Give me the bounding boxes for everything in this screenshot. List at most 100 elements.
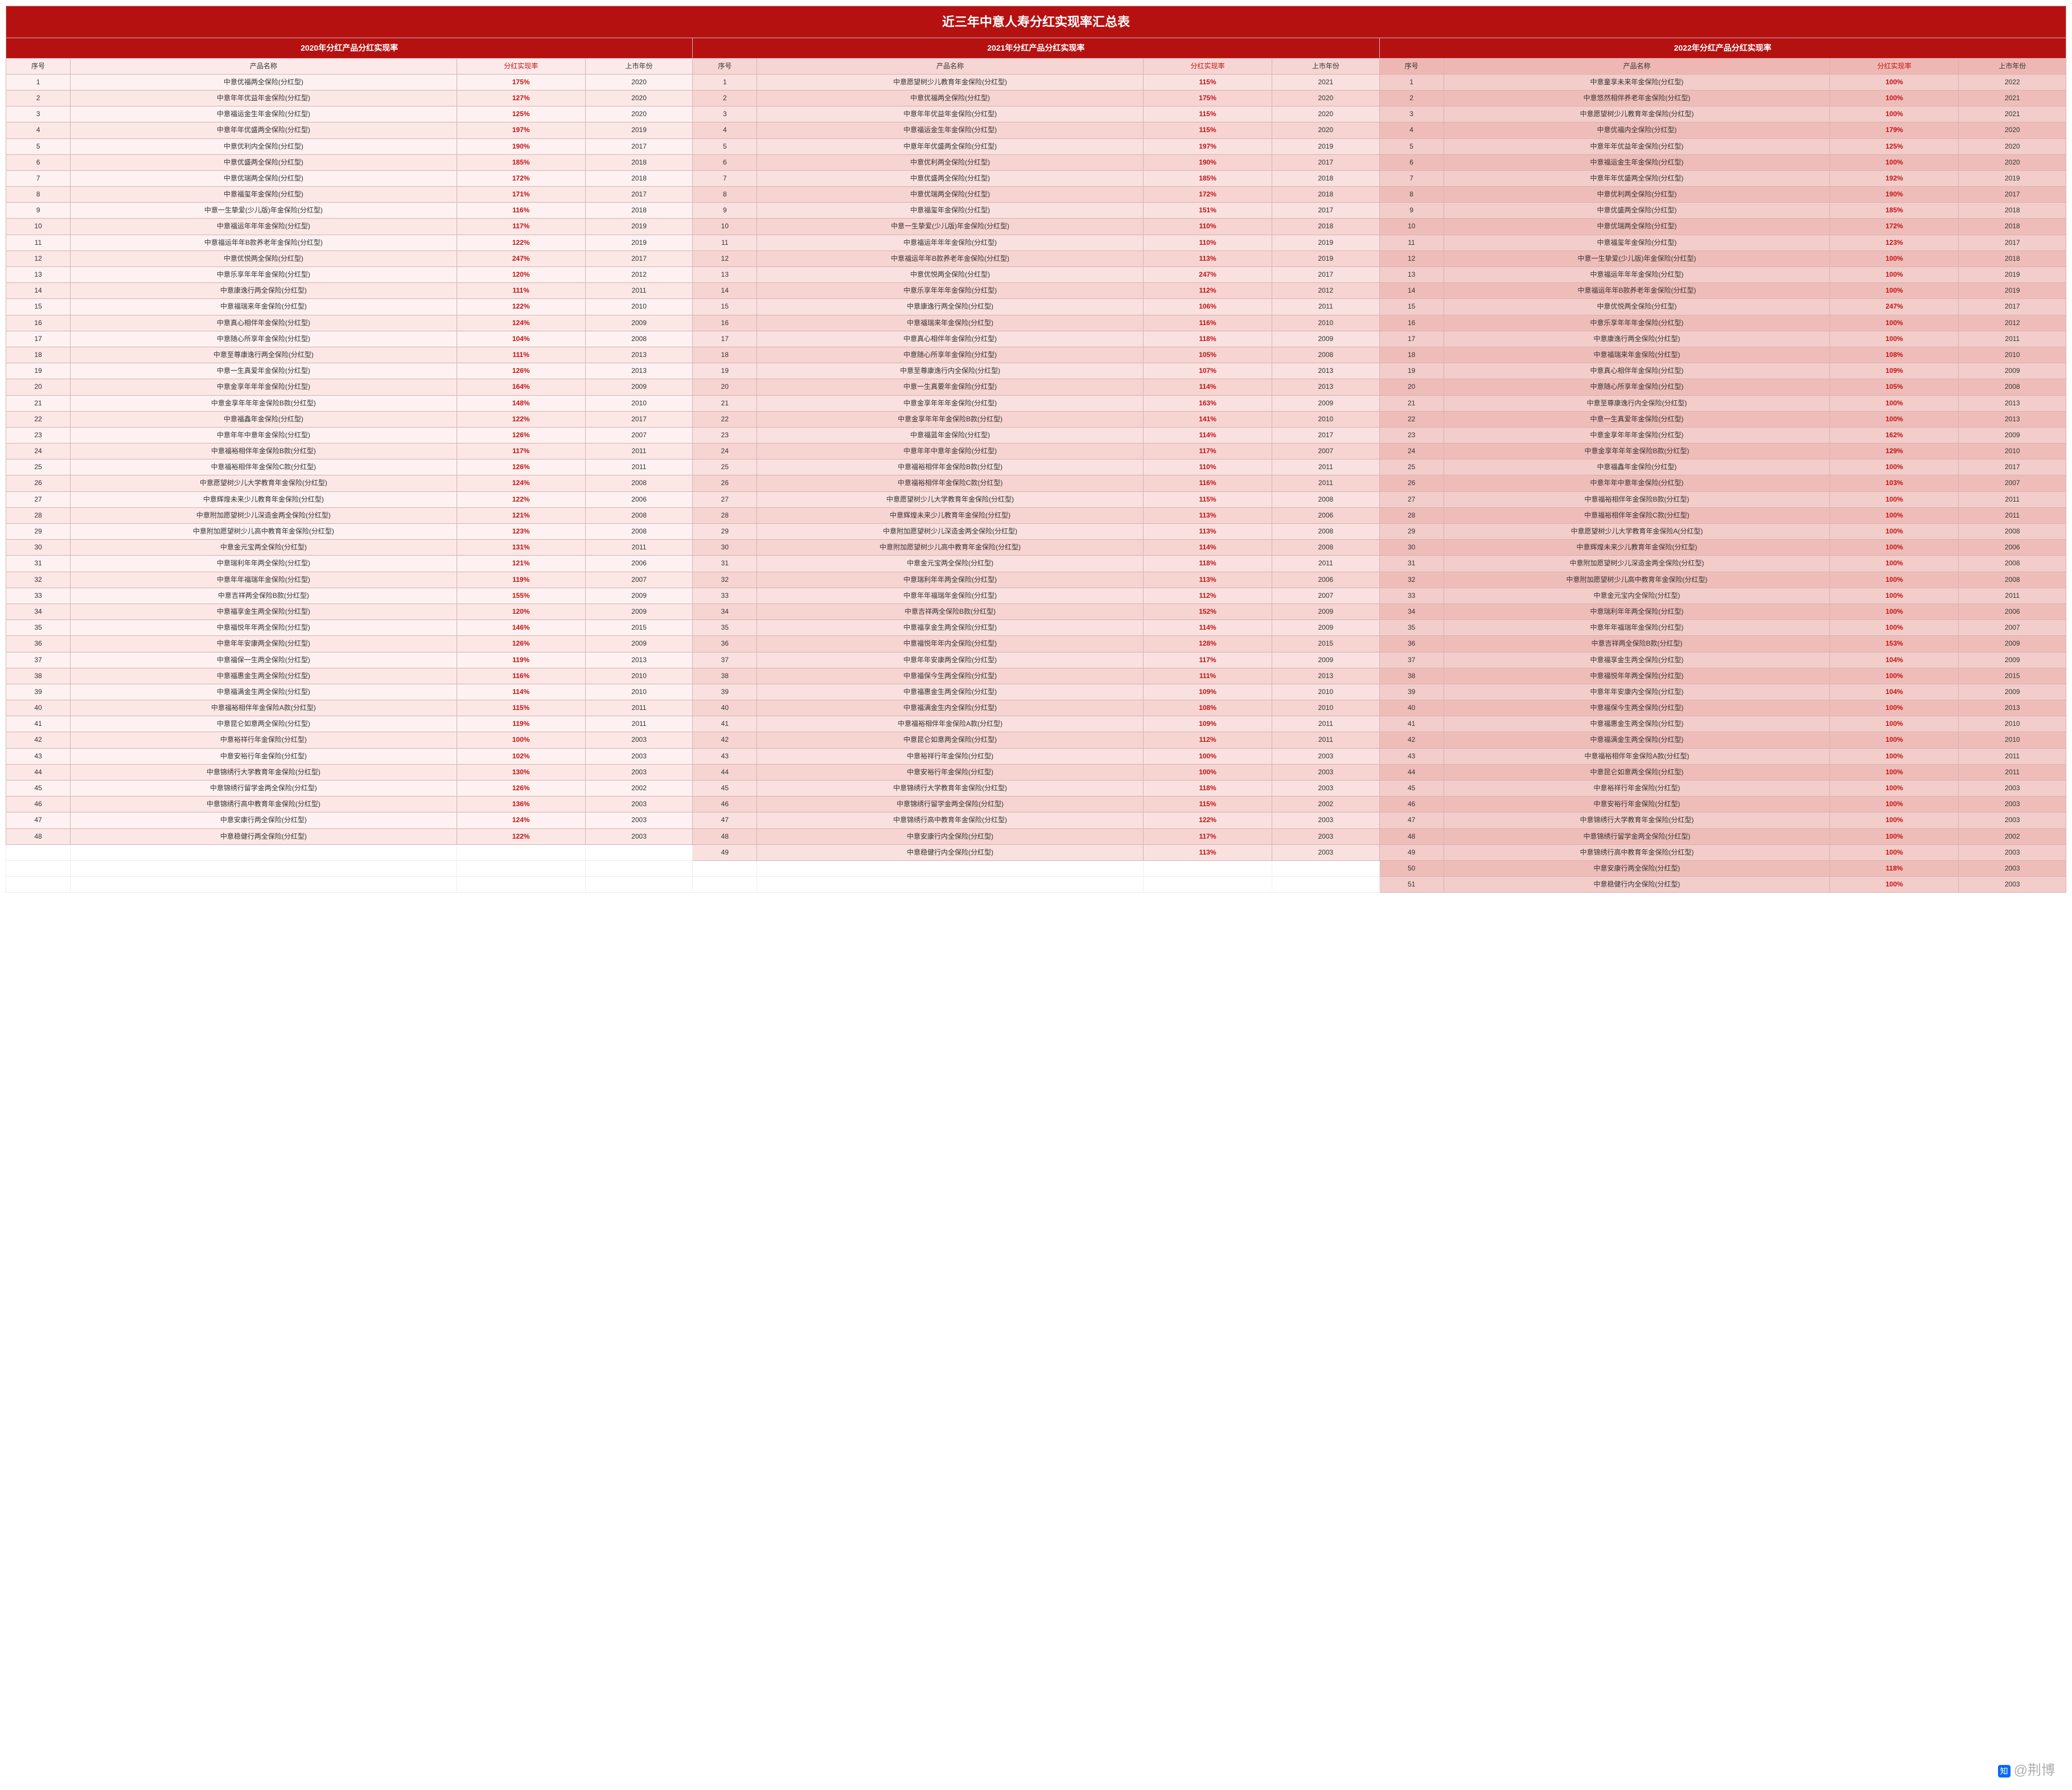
cell-idx: 36 (693, 636, 757, 652)
cell-year: 2009 (1272, 620, 1379, 636)
cell-year: 2003 (1959, 844, 2066, 860)
cell-name: 中意昆仑如意两全保险(分红型) (1444, 764, 1830, 780)
cell-idx: 23 (1379, 427, 1444, 443)
cell-idx: 16 (1379, 315, 1444, 331)
cell-idx: 35 (693, 620, 757, 636)
cell-idx: 29 (693, 524, 757, 540)
cell-name: 中意年年优益年金保险(分红型) (71, 90, 457, 106)
cell-year: 2008 (585, 507, 692, 523)
cell-idx: 25 (6, 459, 71, 475)
cell-year: 2010 (585, 299, 692, 315)
cell-name: 中意安康行内全保险(分红型) (757, 828, 1144, 844)
cell-name: 中意锦绣行留学金两全保险(分红型) (757, 797, 1144, 812)
cell-name: 中意辉煌未来少儿教育年金保险(分红型) (71, 491, 457, 507)
cell-rate: 100% (1830, 764, 1959, 780)
cell-rate: 124% (457, 315, 585, 331)
cell-name: 中意裕祥行年金保险(分红型) (1444, 781, 1830, 797)
cell-year: 2022 (1959, 74, 2066, 90)
cell-idx: 28 (6, 507, 71, 523)
cell-name: 中意安裕行年金保险(分红型) (757, 764, 1144, 780)
cell-year: 2019 (585, 122, 692, 138)
cell-name: 中意锦绣行大学教育年金保险(分红型) (1444, 812, 1830, 828)
cell-rate: 141% (1143, 411, 1272, 427)
cell-name: 中意优盛两全保险(分红型) (757, 170, 1144, 186)
cell-rate: 190% (1143, 154, 1272, 170)
cell-rate: 190% (457, 138, 585, 154)
cell-name: 中意福裕相伴年金保险B款(分红型) (1444, 491, 1830, 507)
cell-year: 2009 (585, 315, 692, 331)
cell-idx: 12 (1379, 251, 1444, 266)
table-row: 15中意福瑞来年金保险(分红型)122%201015中意康逸行两全保险(分红型)… (6, 299, 2066, 315)
cell-year: 2020 (1272, 90, 1379, 106)
cell-year: 2015 (1272, 636, 1379, 652)
cell-year: 2003 (1272, 828, 1379, 844)
cell-year: 2007 (1272, 588, 1379, 603)
cell-year: 2018 (585, 203, 692, 219)
cell-name: 中意安裕行年金保险(分红型) (71, 748, 457, 764)
cell-rate: 100% (1830, 812, 1959, 828)
cell-name: 中意一生挚爱(少儿版)年金保险(分红型) (1444, 251, 1830, 266)
table-row: 14中意康逸行两全保险(分红型)111%201114中意乐享年年年金保险(分红型… (6, 283, 2066, 299)
cell-idx: 40 (1379, 700, 1444, 716)
cell-rate: 100% (1830, 106, 1959, 122)
cell-rate: 114% (1143, 427, 1272, 443)
cell-empty (585, 860, 692, 876)
cell-name: 中意福瑞来年金保险(分红型) (1444, 347, 1830, 363)
cell-name: 中意福运年年年金保险(分红型) (1444, 267, 1830, 283)
cell-name: 中意福运年年B款养老年金保险(分红型) (71, 235, 457, 251)
cell-year: 2003 (1272, 781, 1379, 797)
cell-name: 中意锦绣行大学教育年金保险(分红型) (71, 764, 457, 780)
cell-idx: 38 (693, 668, 757, 684)
cell-rate: 110% (1143, 219, 1272, 235)
cell-rate: 114% (1143, 379, 1272, 395)
cell-name: 中意福运年年B款养老年金保险(分红型) (1444, 283, 1830, 299)
table-row: 18中意至尊康逸行两全保险(分红型)111%201318中意随心所享年金保险(分… (6, 347, 2066, 363)
cell-rate: 118% (1830, 860, 1959, 876)
cell-rate: 185% (1830, 203, 1959, 219)
cell-rate: 192% (1830, 170, 1959, 186)
cell-year: 2006 (1272, 507, 1379, 523)
cell-rate: 126% (457, 427, 585, 443)
cell-name: 中意真心相伴年金保险(分红型) (757, 331, 1144, 347)
cell-year: 2007 (585, 572, 692, 588)
cell-year: 2017 (585, 187, 692, 203)
cell-year: 2020 (1272, 106, 1379, 122)
cell-name: 中意福保今生两全保险(分红型) (1444, 700, 1830, 716)
cell-year: 2011 (585, 716, 692, 732)
cell-idx: 30 (693, 540, 757, 556)
cell-year: 2007 (1272, 444, 1379, 459)
cell-rate: 109% (1143, 684, 1272, 700)
cell-empty (1272, 860, 1379, 876)
cell-rate: 131% (457, 540, 585, 556)
cell-year: 2017 (1959, 459, 2066, 475)
cell-year: 2006 (1272, 572, 1379, 588)
cell-idx: 22 (1379, 411, 1444, 427)
cell-year: 2019 (1959, 267, 2066, 283)
cell-rate: 126% (457, 363, 585, 379)
cell-rate: 108% (1143, 700, 1272, 716)
cell-name: 中意锦绣行留学金两全保险(分红型) (71, 781, 457, 797)
cell-rate: 190% (1830, 187, 1959, 203)
cell-idx: 26 (6, 475, 71, 491)
cell-rate: 100% (1830, 524, 1959, 540)
cell-rate: 100% (1830, 588, 1959, 603)
cell-rate: 100% (1143, 764, 1272, 780)
cell-year: 2020 (585, 90, 692, 106)
col-rate: 分红实现率 (457, 58, 585, 74)
cell-idx: 20 (6, 379, 71, 395)
cell-year: 2009 (585, 603, 692, 619)
cell-rate: 118% (1143, 331, 1272, 347)
col-year: 上市年份 (1272, 58, 1379, 74)
cell-idx: 42 (693, 732, 757, 748)
cell-idx: 32 (6, 572, 71, 588)
table-row: 30中意金元宝两全保险(分红型)131%201130中意附加愿望树少儿高中教育年… (6, 540, 2066, 556)
cell-rate: 100% (457, 732, 585, 748)
cell-year: 2010 (585, 668, 692, 684)
cell-name: 中意愿望树少儿大学教育年金保险(分红型) (757, 491, 1144, 507)
cell-idx: 5 (693, 138, 757, 154)
cell-idx: 42 (6, 732, 71, 748)
cell-year: 2011 (1272, 556, 1379, 572)
cell-idx: 2 (6, 90, 71, 106)
cell-idx: 48 (693, 828, 757, 844)
table-row: 7中意优瑞两全保险(分红型)172%20187中意优盛两全保险(分红型)185%… (6, 170, 2066, 186)
